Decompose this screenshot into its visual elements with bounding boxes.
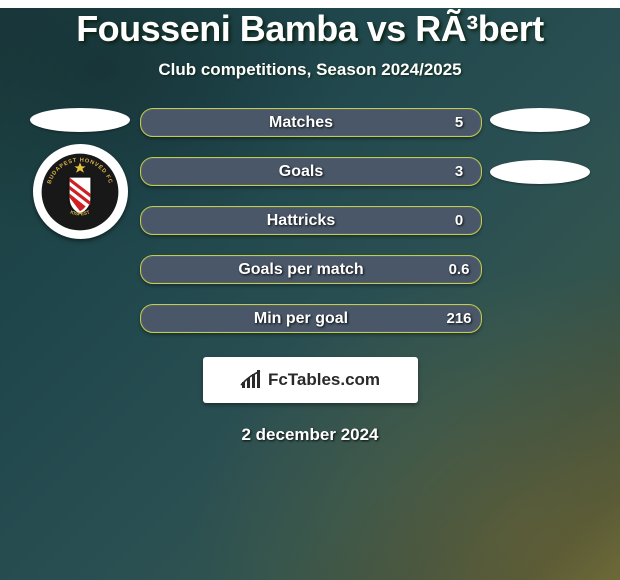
left-column: BUDAPEST HONVÉD FC KISPEST bbox=[20, 108, 140, 239]
page-subtitle: Club competitions, Season 2024/2025 bbox=[0, 60, 620, 80]
fctables-brand-text: FcTables.com bbox=[268, 370, 380, 390]
stat-label: Goals per match bbox=[141, 261, 437, 279]
right-column bbox=[480, 108, 600, 184]
stat-value: 0.6 bbox=[437, 261, 481, 278]
player-name-placeholder-right-1 bbox=[490, 108, 590, 132]
stat-bar: Hattricks 0 bbox=[140, 206, 482, 235]
player-name-placeholder-left bbox=[30, 108, 130, 132]
date-text: 2 december 2024 bbox=[0, 425, 620, 445]
fctables-brand-pill: FcTables.com bbox=[203, 357, 418, 403]
stat-label: Min per goal bbox=[141, 310, 437, 328]
stat-label: Hattricks bbox=[141, 212, 437, 230]
player-name-placeholder-right-2 bbox=[490, 160, 590, 184]
content-wrapper: Fousseni Bamba vs RÃ³bert Club competiti… bbox=[0, 8, 620, 445]
stat-label: Matches bbox=[141, 114, 437, 132]
stat-label: Goals bbox=[141, 163, 437, 181]
stat-bar: Matches 5 bbox=[140, 108, 482, 137]
honved-crest-icon: BUDAPEST HONVÉD FC KISPEST bbox=[40, 152, 120, 232]
comparison-row: BUDAPEST HONVÉD FC KISPEST bbox=[0, 108, 620, 333]
page-title: Fousseni Bamba vs RÃ³bert bbox=[0, 8, 620, 50]
stat-value: 5 bbox=[437, 114, 481, 131]
stat-value: 3 bbox=[437, 163, 481, 180]
stat-bar: Goals 3 bbox=[140, 157, 482, 186]
club-badge-left: BUDAPEST HONVÉD FC KISPEST bbox=[33, 144, 128, 239]
stat-bar: Min per goal 216 bbox=[140, 304, 482, 333]
stat-bar: Goals per match 0.6 bbox=[140, 255, 482, 284]
stat-bars: Matches 5 Goals 3 Hattricks 0 Goals per … bbox=[140, 108, 480, 333]
stat-value: 216 bbox=[437, 310, 481, 327]
stat-value: 0 bbox=[437, 212, 481, 229]
bar-chart-icon bbox=[240, 370, 262, 390]
